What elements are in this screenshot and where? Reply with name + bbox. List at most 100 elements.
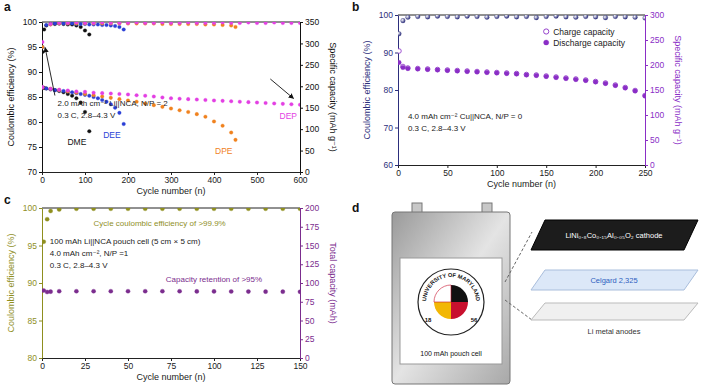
panel: 0501001502002506070809010005010015020025…: [352, 0, 683, 189]
y-axis-tick: 75: [28, 142, 42, 152]
data-point: [246, 208, 250, 211]
y2-axis-tick: 0: [300, 167, 310, 177]
data-point: [238, 100, 242, 104]
textpath: UNIVERSITY OF MARYLAND: [421, 272, 481, 301]
x-axis-tick: 400: [207, 172, 221, 185]
data-point: [49, 23, 53, 27]
layer-label: Li metal anodes: [588, 327, 641, 336]
data-point: [49, 22, 53, 26]
data-point: [281, 22, 285, 25]
tick-label: 0: [305, 167, 310, 177]
data-point: [195, 112, 199, 116]
data-point: [406, 15, 411, 20]
tick-mark: [645, 165, 648, 166]
data-point: [475, 70, 480, 75]
y2-axis-tick: 50: [300, 316, 315, 326]
data-point: [143, 94, 147, 98]
x-axis-tick: 150: [540, 165, 554, 178]
tick-mark: [300, 208, 303, 209]
y-axis: 707580859095100: [23, 17, 43, 177]
data-point: [122, 122, 126, 126]
data-point: [212, 208, 216, 211]
data-point: [57, 22, 61, 25]
data-point: [42, 50, 44, 54]
cell-layer: [531, 303, 698, 320]
data-point: [49, 87, 53, 91]
data-point: [70, 94, 74, 98]
data-point: [401, 65, 406, 70]
data-point: [49, 87, 53, 91]
data-point: [574, 15, 579, 20]
tick-label: 300: [650, 10, 664, 20]
y-axis-tick: 90: [28, 67, 42, 77]
data-point: [45, 87, 49, 91]
data-point: [298, 208, 300, 211]
tick-label: 70: [384, 123, 394, 133]
data-point: [135, 22, 139, 25]
tick-label: 70: [28, 167, 38, 177]
data-point: [57, 89, 61, 93]
x-axis-tick: 50: [443, 165, 453, 178]
data-point: [66, 22, 70, 25]
tick-mark: [39, 172, 42, 173]
data-point: [455, 68, 460, 73]
data-point: [298, 290, 300, 294]
data-point: [178, 97, 182, 101]
y2-axis-tick: 100: [300, 124, 319, 134]
tick-mark: [395, 128, 398, 129]
data-point: [83, 90, 87, 94]
data-point: [126, 289, 130, 293]
data-point: [195, 22, 199, 26]
x-axis: 050100150200250: [396, 165, 653, 178]
y2-axis: 050100150200250300350: [300, 17, 319, 177]
tick-mark: [395, 90, 398, 91]
data-point: [186, 22, 190, 24]
tick-label: 60: [384, 160, 394, 170]
tick-label: 100: [23, 203, 37, 213]
y2-axis-tick: 25: [300, 334, 315, 344]
data-point: [57, 289, 61, 293]
data-point: [633, 89, 638, 94]
tick-mark: [300, 151, 303, 152]
data-point: [160, 289, 164, 293]
data-point: [204, 115, 208, 119]
tick-label: 150: [305, 241, 319, 251]
data-point: [66, 89, 70, 93]
data-point: [195, 22, 199, 25]
data-point: [623, 86, 628, 91]
data-point: [57, 208, 61, 212]
data-point: [564, 76, 569, 81]
y-axis: 80859095100: [23, 203, 43, 363]
y-axis-tick: 100: [23, 203, 42, 213]
y2-axis-tick: 350: [300, 17, 319, 27]
data-point: [643, 94, 645, 99]
y2-axis-tick: 150: [300, 103, 319, 113]
data-point: [88, 94, 92, 98]
series: [398, 49, 645, 98]
data-point: [554, 75, 559, 80]
data-point: [247, 100, 251, 104]
tick-label: 90: [28, 67, 38, 77]
tick-label: 0: [396, 168, 401, 178]
tick-mark: [645, 40, 648, 41]
data-point: [290, 22, 294, 25]
data-point: [593, 15, 598, 19]
y2-axis-tick: 100: [645, 110, 664, 120]
data-point: [524, 15, 529, 19]
data-point: [49, 87, 53, 91]
data-point: [66, 90, 70, 94]
tick-label: 100: [305, 278, 319, 288]
y2-axis-tick: 300: [300, 39, 319, 49]
tick-label: 50: [305, 316, 315, 326]
data-point: [435, 67, 440, 72]
data-point: [62, 22, 66, 25]
tick-label: 400: [207, 175, 221, 185]
data-point: [66, 22, 70, 25]
data-point: [398, 31, 401, 36]
y2-axis-tick: 75: [300, 297, 315, 307]
annotation: 100 mAh Li||NCA pouch cell (5 cm × 5 cm): [50, 237, 201, 246]
data-point: [398, 49, 401, 54]
tick-mark: [645, 65, 648, 66]
tick-mark: [300, 321, 303, 322]
tick-label: 100: [207, 361, 221, 371]
